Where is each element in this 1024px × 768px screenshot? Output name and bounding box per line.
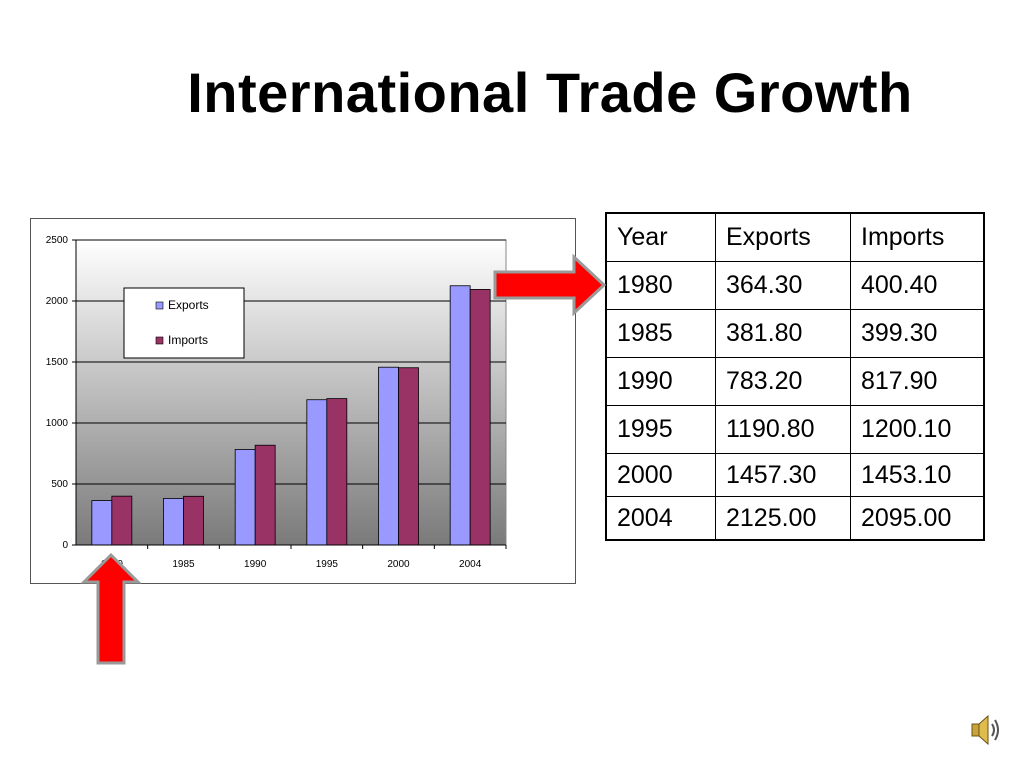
bar-imports <box>469 289 491 546</box>
bar-exports <box>378 366 399 546</box>
y-tick-label: 1000 <box>46 418 69 429</box>
table-row: 1980 364.30 400.40 <box>605 261 985 310</box>
table-cell: Exports <box>715 212 851 262</box>
table-cell: 399.30 <box>850 309 985 358</box>
table-cell: 1453.10 <box>850 453 985 497</box>
table-cell: Year <box>605 212 716 262</box>
table-cell: 2004 <box>605 496 716 541</box>
trade-data-table: Year Exports Imports 1980 364.30 400.40 1985 38… <box>605 212 985 541</box>
table-cell: 400.40 <box>850 261 985 310</box>
up-arrow-icon <box>80 552 142 665</box>
y-tick-label: 1500 <box>46 357 69 368</box>
table-cell: 364.30 <box>715 261 851 310</box>
bar-exports <box>306 399 328 546</box>
table-cell: 2125.00 <box>715 496 851 541</box>
y-tick-label: 2000 <box>46 296 69 307</box>
x-tick-label: 2000 <box>387 559 410 570</box>
legend-label: Exports <box>168 298 209 312</box>
table-cell: Imports <box>850 212 985 262</box>
table-cell: 817.90 <box>850 357 985 406</box>
right-arrow-icon <box>493 254 607 316</box>
table-cell: 1200.10 <box>850 405 985 454</box>
legend-box <box>123 287 245 359</box>
slide-title: International Trade Growth <box>187 61 913 124</box>
speaker-icon[interactable] <box>968 712 1004 748</box>
table-cell: 1985 <box>605 309 716 358</box>
bar-imports <box>254 444 276 546</box>
table-row: 1985 381.80 399.30 <box>605 309 985 358</box>
x-tick-label: 1995 <box>316 559 339 570</box>
x-tick-label: 2004 <box>459 559 482 570</box>
bar-exports <box>163 498 184 546</box>
table-cell: 783.20 <box>715 357 851 406</box>
bar-chart: 0500100015002000250019801985199019952000… <box>30 218 576 584</box>
table-row: 2000 1457.30 1453.10 <box>605 453 985 497</box>
bar-imports <box>398 367 419 546</box>
legend-label: Imports <box>168 333 208 347</box>
y-tick-label: 0 <box>62 540 68 551</box>
legend-swatch <box>155 301 164 310</box>
table-cell: 1980 <box>605 261 716 310</box>
legend-swatch <box>155 336 164 345</box>
bars <box>91 285 491 546</box>
y-tick-label: 2500 <box>46 235 69 246</box>
bar-imports <box>183 495 204 546</box>
table-cell: 2095.00 <box>850 496 985 541</box>
table-row: 1990 783.20 817.90 <box>605 357 985 406</box>
x-tick-label: 1990 <box>244 559 267 570</box>
table-row: 1995 1190.80 1200.10 <box>605 405 985 454</box>
table-cell: 1457.30 <box>715 453 851 497</box>
bar-exports <box>234 449 256 546</box>
bar-imports <box>326 398 348 546</box>
table-cell: 1995 <box>605 405 716 454</box>
chart-legend: Exports Imports <box>123 287 245 359</box>
table-cell: 1190.80 <box>715 405 851 454</box>
bar-exports <box>449 285 471 546</box>
table-row: 2004 2125.00 2095.00 <box>605 496 985 541</box>
chart-canvas: 0500100015002000250019801985199019952000… <box>46 235 507 570</box>
bar-imports <box>111 495 133 546</box>
table-cell: 381.80 <box>715 309 851 358</box>
bar-exports <box>91 500 113 546</box>
y-tick-label: 500 <box>51 479 68 490</box>
plot-area <box>75 239 507 546</box>
table-row: Year Exports Imports <box>605 212 985 262</box>
table-cell: 2000 <box>605 453 716 497</box>
table-cell: 1990 <box>605 357 716 406</box>
x-tick-label: 1985 <box>172 559 195 570</box>
